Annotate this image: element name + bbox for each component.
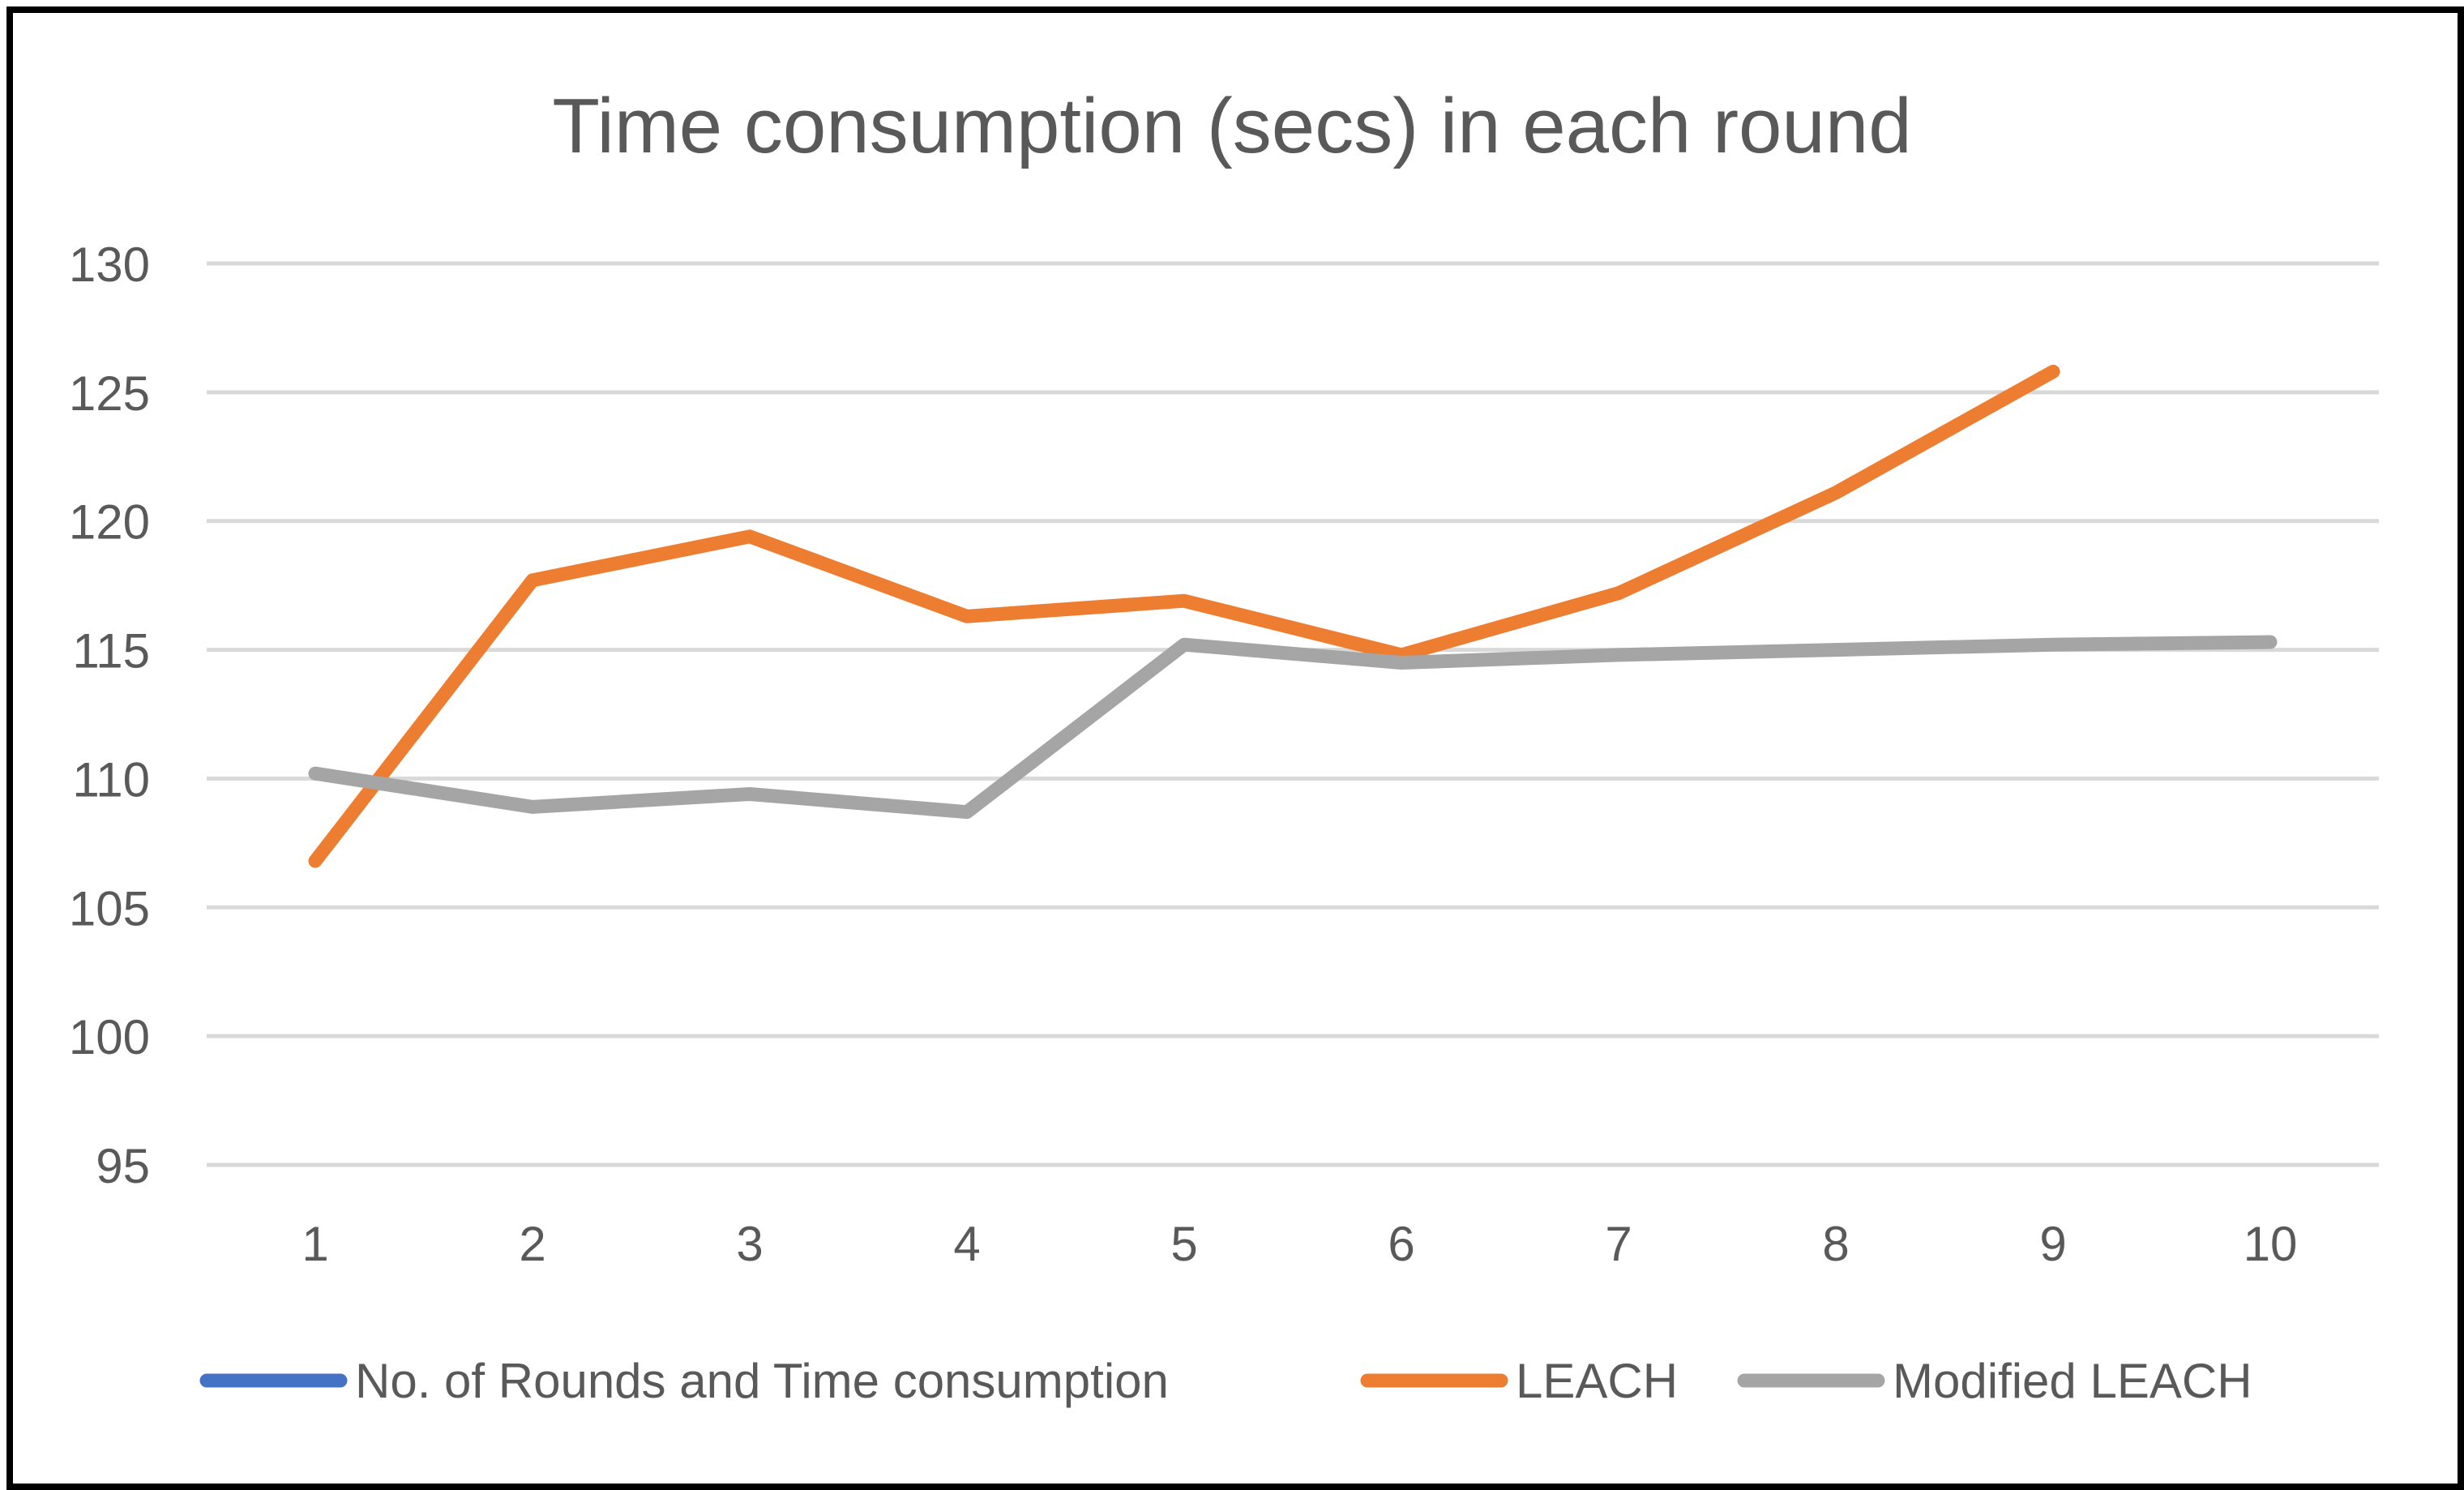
chart-title: Time consumption (secs) in each round [552,83,1911,169]
x-tick-label: 6 [1388,1217,1414,1271]
y-tick-label: 115 [72,624,150,679]
y-tick-label: 125 [69,366,150,421]
legend-label: LEACH [1516,1354,1678,1408]
x-tick-label: 8 [1822,1217,1849,1271]
y-tick-label: 130 [69,238,150,292]
y-tick-label: 105 [69,881,150,936]
x-tick-label: 4 [953,1217,980,1271]
x-tick-label: 2 [519,1217,545,1271]
series-lines [315,371,2270,861]
y-tick-label: 110 [72,752,150,807]
x-axis-tick-labels: 1 2 3 4 5 6 7 8 9 10 [302,1217,2297,1271]
x-tick-label: 1 [302,1217,328,1271]
y-tick-label: 95 [96,1139,150,1193]
gridlines [207,263,2379,1165]
x-tick-label: 9 [2039,1217,2066,1271]
x-tick-label: 10 [2244,1217,2298,1271]
y-tick-label: 120 [69,495,150,550]
x-tick-label: 5 [1170,1217,1197,1271]
series-line-leach [315,371,2053,861]
series-line-modified-leach [315,642,2270,812]
y-tick-label: 100 [69,1010,150,1064]
x-tick-label: 7 [1605,1217,1632,1271]
legend-label: Modified LEACH [1893,1354,2252,1408]
legend-label: No. of Rounds and Time consumption [355,1354,1169,1408]
y-axis-tick-labels: 95 100 105 110 115 120 125 130 [69,238,150,1193]
x-tick-label: 3 [736,1217,763,1271]
legend: No. of Rounds and Time consumption LEACH M… [207,1354,2252,1408]
